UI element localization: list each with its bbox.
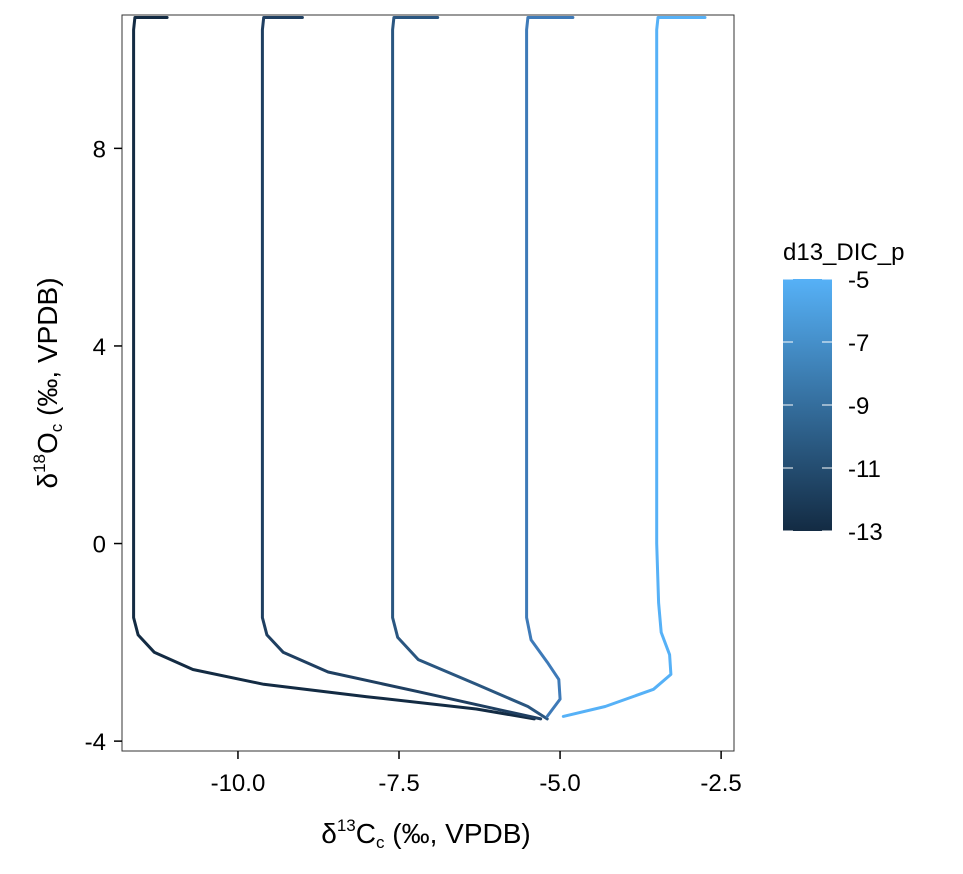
series-line — [561, 16, 707, 718]
plot-panel — [121, 14, 735, 752]
x-tick-label: -10.0 — [211, 770, 266, 797]
series-line — [525, 16, 575, 718]
x-tick-label: -2.5 — [700, 770, 741, 797]
x-tick-label: -7.5 — [378, 770, 419, 797]
legend-tick-label: -13 — [848, 519, 883, 546]
y-tick-label: 8 — [93, 136, 106, 163]
legend-tick-label: -5 — [848, 267, 869, 294]
series-line — [391, 16, 549, 721]
x-axis-title: δ13Cc (‰, VPDB) — [321, 816, 530, 852]
legend-ticks: -5 -7 -9 -11 -13 — [783, 267, 883, 546]
y-tick-label: 0 — [93, 532, 106, 559]
x-tick-label: -5.0 — [539, 770, 580, 797]
series-line — [260, 16, 543, 721]
x-axis: -10.0 -7.5 -5.0 -2.5 — [211, 751, 742, 797]
legend-tick-label: -7 — [848, 330, 869, 357]
legend-title: d13_DIC_p — [783, 239, 904, 266]
legend: d13_DIC_p -5 -7 -9 -11 -13 — [783, 239, 904, 546]
legend-tick-label: -9 — [848, 393, 869, 420]
series-line — [132, 16, 536, 721]
series-layer — [132, 16, 707, 721]
y-axis: -4 0 4 8 — [85, 136, 122, 756]
y-axis-title: δ18Oc (‰, VPDB) — [30, 277, 66, 488]
legend-tick-label: -11 — [848, 456, 881, 483]
y-tick-label: 4 — [93, 334, 106, 361]
y-tick-label: -4 — [85, 729, 106, 756]
